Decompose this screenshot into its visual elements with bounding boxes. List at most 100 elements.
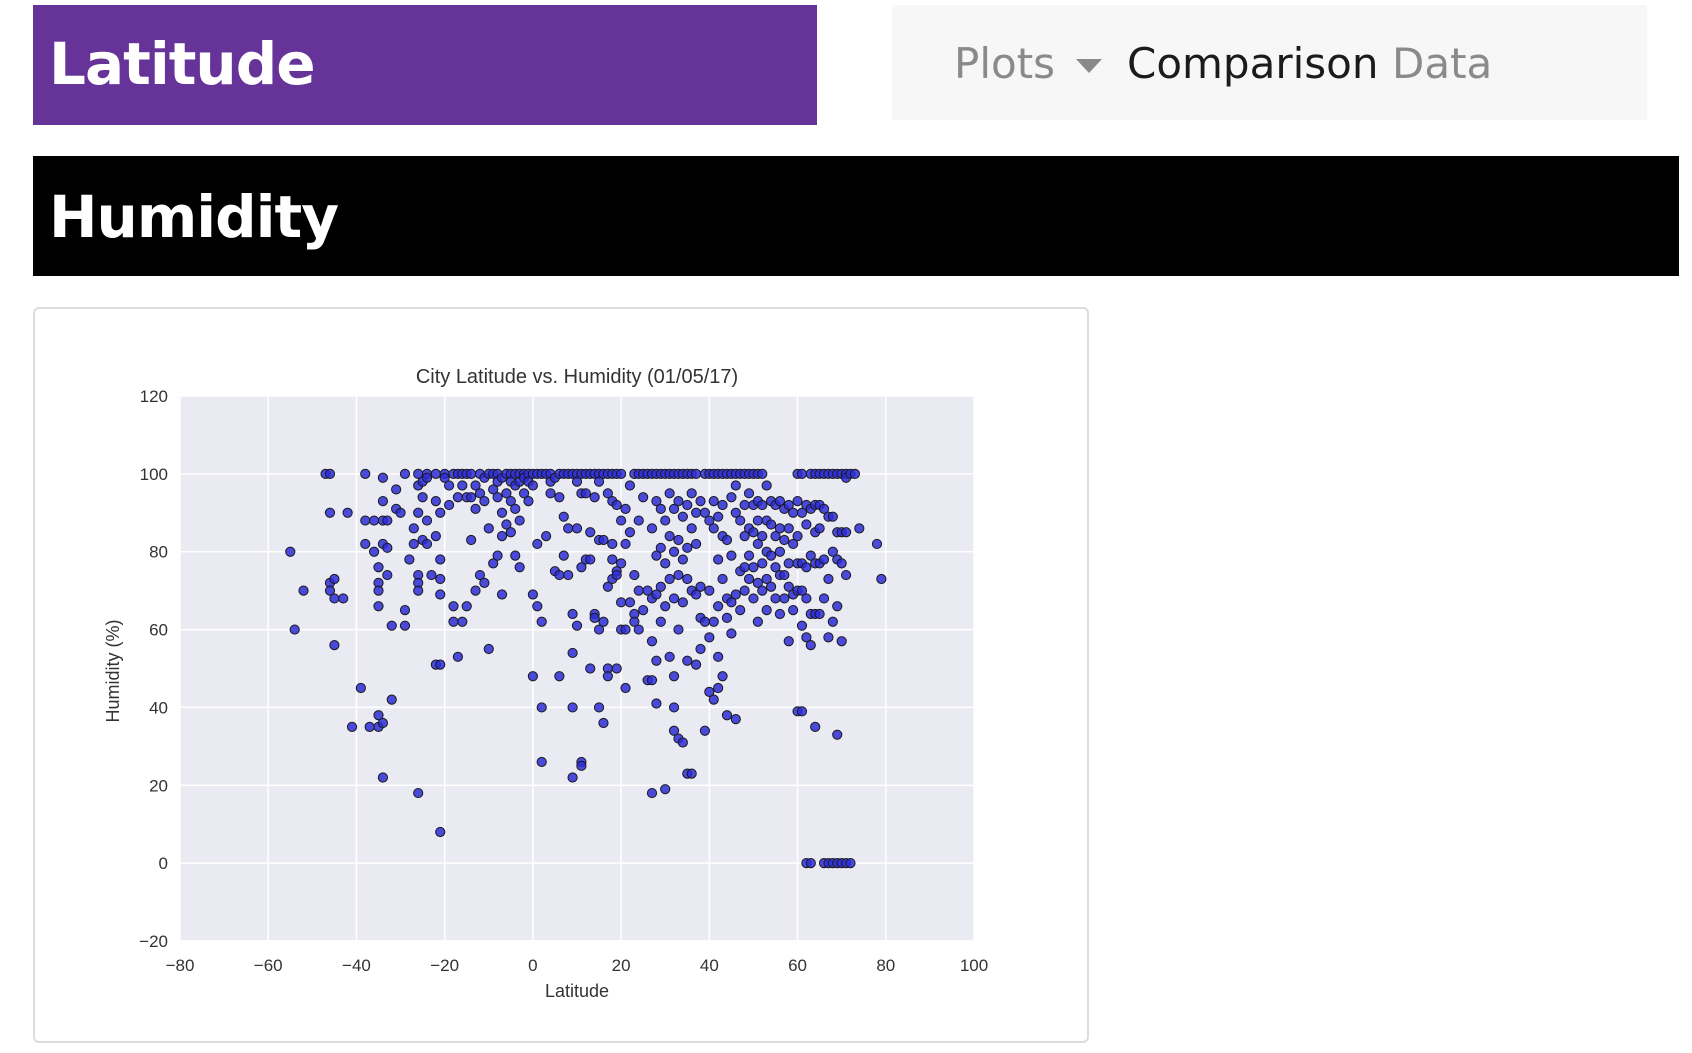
scatter-point <box>408 538 419 550</box>
scatter-point <box>629 616 640 627</box>
nav-data-link[interactable]: Data <box>1392 39 1493 88</box>
scatter-point <box>382 542 393 553</box>
nav-comparison-link[interactable]: Comparison <box>1127 39 1379 88</box>
scatter-point <box>717 573 728 585</box>
scatter-point <box>792 531 803 542</box>
scatter-point <box>483 643 494 655</box>
scatter-point <box>492 492 503 503</box>
scatter-point <box>677 597 688 608</box>
scatter-point <box>713 651 724 662</box>
scatter-point <box>373 710 384 721</box>
scatter-point <box>382 569 393 581</box>
nav-plots-dropdown[interactable]: Plots <box>954 39 1056 88</box>
scatter-point <box>466 534 477 546</box>
scatter-point <box>620 538 631 550</box>
scatter-point <box>629 569 640 581</box>
scatter-point <box>479 496 490 507</box>
scatter-point <box>691 589 702 600</box>
scatter-point <box>765 519 777 530</box>
scatter-point <box>788 605 799 616</box>
scatter-point <box>788 507 799 518</box>
scatter-point <box>395 507 406 518</box>
scatter-point <box>708 496 719 507</box>
scatter-point <box>571 620 583 631</box>
scatter-point <box>832 601 843 612</box>
scatter-point <box>355 682 366 694</box>
scatter-point <box>757 468 768 479</box>
scatter-point <box>638 605 649 616</box>
plot-area <box>180 396 974 941</box>
scatter-point <box>757 531 768 542</box>
scatter-point <box>704 515 715 526</box>
scatter-point <box>360 468 371 479</box>
scatter-point <box>655 616 666 627</box>
scatter-point <box>699 616 711 627</box>
x-tick-label: −80 <box>166 956 195 975</box>
scatter-point <box>646 636 658 647</box>
scatter-point <box>452 651 463 662</box>
scatter-point <box>691 468 702 479</box>
scatter-point <box>691 538 702 550</box>
scatter-point <box>514 515 525 526</box>
scatter-point <box>593 702 605 713</box>
scatter-point <box>832 729 843 740</box>
scatter-point <box>633 624 644 635</box>
scatter-point <box>823 573 834 585</box>
scatter-point <box>324 585 336 596</box>
scatter-point <box>620 503 631 514</box>
caret-down-icon[interactable] <box>1076 59 1102 73</box>
y-tick-label: 100 <box>140 465 168 484</box>
scatter-point <box>474 488 486 499</box>
scatter-point <box>589 492 600 503</box>
scatter-point <box>338 593 349 604</box>
scatter-point <box>783 636 794 647</box>
scatter-point <box>686 488 697 499</box>
scatter-point <box>571 476 583 487</box>
scatter-point <box>726 628 737 639</box>
scatter-point <box>554 569 565 581</box>
scatter-point <box>757 499 768 511</box>
scatter-point <box>708 523 719 534</box>
scatter-point <box>421 472 433 483</box>
scatter-point <box>682 655 693 666</box>
scatter-point <box>501 519 512 530</box>
scatter-point <box>452 492 463 503</box>
scatter-point <box>430 531 441 542</box>
scatter-point <box>691 507 702 518</box>
scatter-point <box>743 550 755 561</box>
scatter-point <box>660 558 671 569</box>
scatter-point <box>483 523 494 534</box>
scatter-point <box>611 569 622 581</box>
chart-card: City Latitude vs. Humidity (01/05/17) La… <box>33 307 1089 1043</box>
scatter-point <box>329 593 340 604</box>
scatter-point <box>677 554 688 565</box>
scatter-point <box>329 573 340 585</box>
scatter-point <box>567 772 578 783</box>
scatter-point <box>620 624 631 635</box>
scatter-point <box>373 585 384 596</box>
scatter-point <box>823 632 834 643</box>
scatter-point <box>651 550 662 561</box>
scatter-point <box>364 721 375 732</box>
scatter-point <box>695 643 706 655</box>
scatter-point <box>664 488 675 499</box>
scatter-point <box>668 593 680 604</box>
scatter-point <box>518 488 530 499</box>
scatter-point <box>580 488 591 499</box>
scatter-point <box>796 706 808 717</box>
brand-title: Latitude <box>49 30 316 98</box>
scatter-point <box>818 554 830 565</box>
scatter-point <box>461 601 472 612</box>
scatter-point <box>439 472 450 483</box>
scatter-point <box>765 581 777 592</box>
scatter-point <box>616 468 627 479</box>
section-header: Humidity <box>33 156 1679 276</box>
scatter-point <box>616 558 627 569</box>
scatter-point <box>704 686 715 697</box>
scatter-point <box>708 694 719 705</box>
scatter-point <box>739 499 750 511</box>
scatter-point <box>708 616 719 627</box>
scatter-point <box>373 562 384 573</box>
scatter-point <box>602 671 613 682</box>
scatter-point <box>845 858 856 869</box>
